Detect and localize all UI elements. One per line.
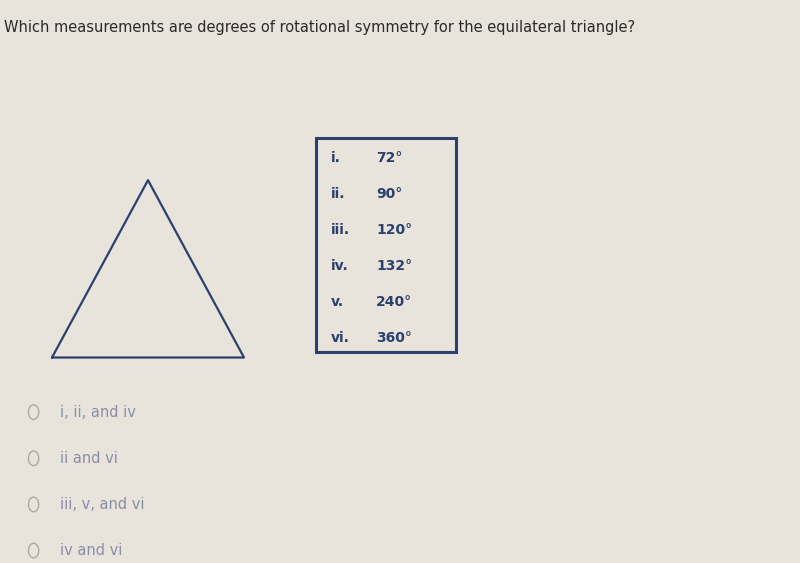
Text: iii, v, and vi: iii, v, and vi (60, 497, 145, 512)
Text: Which measurements are degrees of rotational symmetry for the equilateral triang: Which measurements are degrees of rotati… (4, 20, 635, 35)
Text: 240°: 240° (376, 295, 412, 309)
Text: 90°: 90° (376, 187, 402, 200)
Text: 120°: 120° (376, 223, 412, 236)
Text: 72°: 72° (376, 151, 402, 164)
Text: i, ii, and iv: i, ii, and iv (60, 405, 136, 419)
Text: vi.: vi. (330, 331, 350, 345)
Text: i.: i. (330, 151, 340, 164)
FancyBboxPatch shape (316, 138, 456, 352)
Text: 132°: 132° (376, 259, 412, 272)
Text: iv.: iv. (330, 259, 348, 272)
Text: 360°: 360° (376, 331, 412, 345)
Text: iii.: iii. (330, 223, 350, 236)
Text: v.: v. (330, 295, 343, 309)
Text: iv and vi: iv and vi (60, 543, 122, 558)
Text: ii and vi: ii and vi (60, 451, 118, 466)
Text: ii.: ii. (330, 187, 345, 200)
